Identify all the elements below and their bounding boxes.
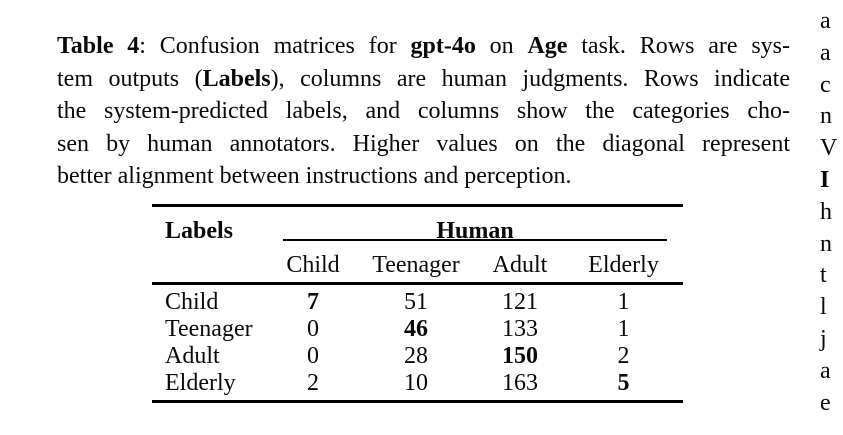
table-cell: 28 xyxy=(404,343,428,369)
table-row: Child 7 51 121 1 xyxy=(152,289,683,316)
column-header: Teenager xyxy=(372,252,460,278)
table-rule-top xyxy=(152,204,683,207)
table-cell: 163 xyxy=(502,370,538,396)
caption-line: the system-predicted labels, and columns… xyxy=(57,95,790,128)
row-label: Adult xyxy=(165,343,220,369)
table-cell-diagonal: 46 xyxy=(404,316,428,342)
table-cell: 2 xyxy=(617,343,630,369)
caption-line: tem outputs (Labels), columns are human … xyxy=(57,63,790,96)
adjacent-text-fragment: l xyxy=(820,294,827,321)
table-cell-diagonal: 7 xyxy=(307,289,319,315)
table-cell: 0 xyxy=(307,343,319,369)
table-row: Teenager 0 46 133 1 xyxy=(152,316,683,343)
caption-text-segment: ), columns are human judgments. Rows ind… xyxy=(270,65,790,92)
caption-text-segment: on xyxy=(475,33,528,59)
adjacent-text-fragment: a xyxy=(820,39,831,66)
table-cell: 2 xyxy=(307,370,319,396)
table-cell: 10 xyxy=(404,370,428,396)
column-header: Adult xyxy=(492,252,548,278)
caption-bold-segment: Age xyxy=(527,33,568,59)
adjacent-text-fragment: h xyxy=(820,198,832,225)
caption-text-segment: the system-predicted labels, and columns… xyxy=(57,98,790,125)
adjacent-text-fragment: n xyxy=(820,103,832,130)
table-cell-diagonal: 5 xyxy=(617,370,630,396)
table-cell: 0 xyxy=(307,316,319,342)
adjacent-text-fragment: c xyxy=(820,71,831,98)
adjacent-text-fragment: a xyxy=(820,8,831,34)
table-cell: 51 xyxy=(404,289,428,315)
row-label: Teenager xyxy=(165,316,253,342)
table-cell-diagonal: 150 xyxy=(502,343,538,369)
caption-line: sen by human annotators. Higher values o… xyxy=(57,128,790,161)
caption-line: better alignment between instructions an… xyxy=(57,160,790,193)
table-header-group-row: Labels Human xyxy=(152,218,683,244)
row-label: Elderly xyxy=(165,370,236,396)
table-row: Elderly 2 10 163 5 xyxy=(152,370,683,397)
caption-text-segment: tem outputs ( xyxy=(57,65,203,92)
table-cell: 121 xyxy=(502,289,538,315)
caption-text-segment: : Confusion matrices for xyxy=(139,33,411,59)
table-rule-mid xyxy=(152,282,683,285)
caption-line: Table 4: Confusion matrices for gpt-4o o… xyxy=(57,30,790,63)
table-rule-bottom xyxy=(152,400,683,403)
table-cell: 1 xyxy=(617,316,630,342)
column-header: Child xyxy=(286,252,340,278)
adjacent-text-fragment: j xyxy=(820,325,827,352)
table-column-headers: Child Teenager Adult Elderly xyxy=(152,252,683,278)
adjacent-text-fragment: t xyxy=(820,262,827,289)
caption-bold-segment: Table 4 xyxy=(57,33,140,59)
caption-bold-segment: gpt-4o xyxy=(410,33,476,59)
caption-text-segment: task. Rows are sys- xyxy=(567,33,791,59)
table-row: Adult 0 28 150 2 xyxy=(152,343,683,370)
adjacent-text-fragment: e xyxy=(820,389,831,416)
table-cell: 133 xyxy=(502,316,538,342)
column-header-spacer xyxy=(152,252,270,278)
table-cell: 1 xyxy=(617,289,630,315)
caption-text-segment: better alignment between instructions an… xyxy=(57,163,572,190)
adjacent-text-fragment: n xyxy=(820,230,832,257)
column-header: Elderly xyxy=(588,252,659,278)
adjacent-text-fragment: V xyxy=(820,135,838,162)
human-group-underline xyxy=(283,239,667,241)
table-caption: Table 4: Confusion matrices for gpt-4o o… xyxy=(57,30,790,193)
labels-header: Labels xyxy=(165,218,234,244)
caption-bold-segment: Labels xyxy=(202,65,271,92)
adjacent-text-fragment: I xyxy=(820,166,830,193)
adjacent-text-fragment: a xyxy=(820,357,831,384)
confusion-matrix-table: Labels Human Child Teenager Adult Elderly C… xyxy=(152,204,683,404)
row-label: Child xyxy=(165,289,219,315)
table-body: Child 7 51 121 1 Teenager 0 46 133 1 Adult 0 28 150 2 E… xyxy=(152,289,683,397)
caption-text-segment: sen by human annotators. Higher values o… xyxy=(57,130,790,157)
